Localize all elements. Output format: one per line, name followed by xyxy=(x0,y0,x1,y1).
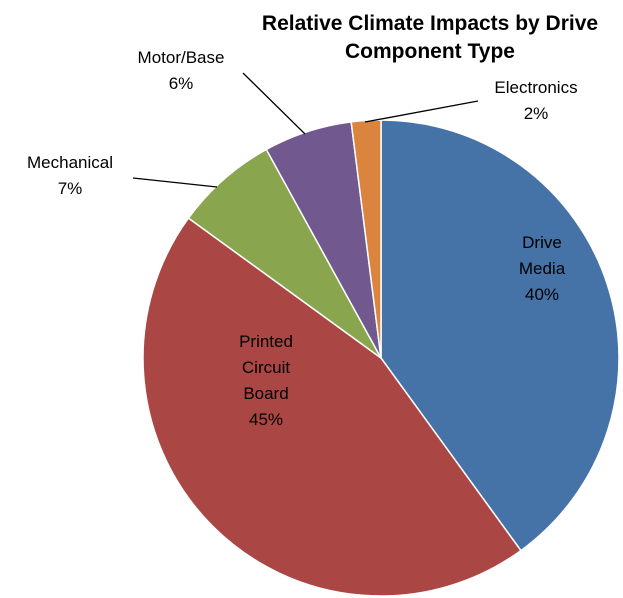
slice-percent-printed-circuit-board: 45% xyxy=(249,410,283,429)
pie-slice-printed-circuit-board xyxy=(142,217,522,597)
leader-line-motor-base xyxy=(242,72,306,135)
slice-label-motor-base: Motor/Base xyxy=(138,48,225,67)
leader-lines xyxy=(132,72,479,188)
slice-percent-motor-base: 6% xyxy=(169,74,194,93)
pie-slice-drive-media xyxy=(380,119,620,552)
pie-slice-electronics xyxy=(350,119,382,359)
pie-slice-mechanical xyxy=(187,148,382,359)
slice-label-printed-circuit-board: Board xyxy=(243,384,288,403)
pie-slices xyxy=(142,119,620,597)
slice-label-printed-circuit-board: Printed xyxy=(239,332,293,351)
slice-label-drive-media: Drive xyxy=(522,233,562,252)
slice-percent-drive-media: 40% xyxy=(525,285,559,304)
slice-label-printed-circuit-board: Circuit xyxy=(242,358,290,377)
chart-title-line-2: Component Type xyxy=(345,40,515,63)
slice-percent-electronics: 2% xyxy=(524,104,549,123)
leader-line-mechanical xyxy=(132,177,218,188)
slice-label-electronics: Electronics xyxy=(494,78,577,97)
chart-title-line-1: Relative Climate Impacts by Drive xyxy=(262,12,598,35)
slice-labels: Drive Media 40% Printed Circuit Board 45% Mecha… xyxy=(27,48,578,429)
chart-title: Relative Climate Impacts by Drive Compon… xyxy=(262,12,598,63)
leader-line-electronics xyxy=(364,100,479,123)
slice-label-mechanical: Mechanical xyxy=(27,153,113,172)
slice-percent-mechanical: 7% xyxy=(58,179,83,198)
slice-label-drive-media: Media xyxy=(519,259,566,278)
